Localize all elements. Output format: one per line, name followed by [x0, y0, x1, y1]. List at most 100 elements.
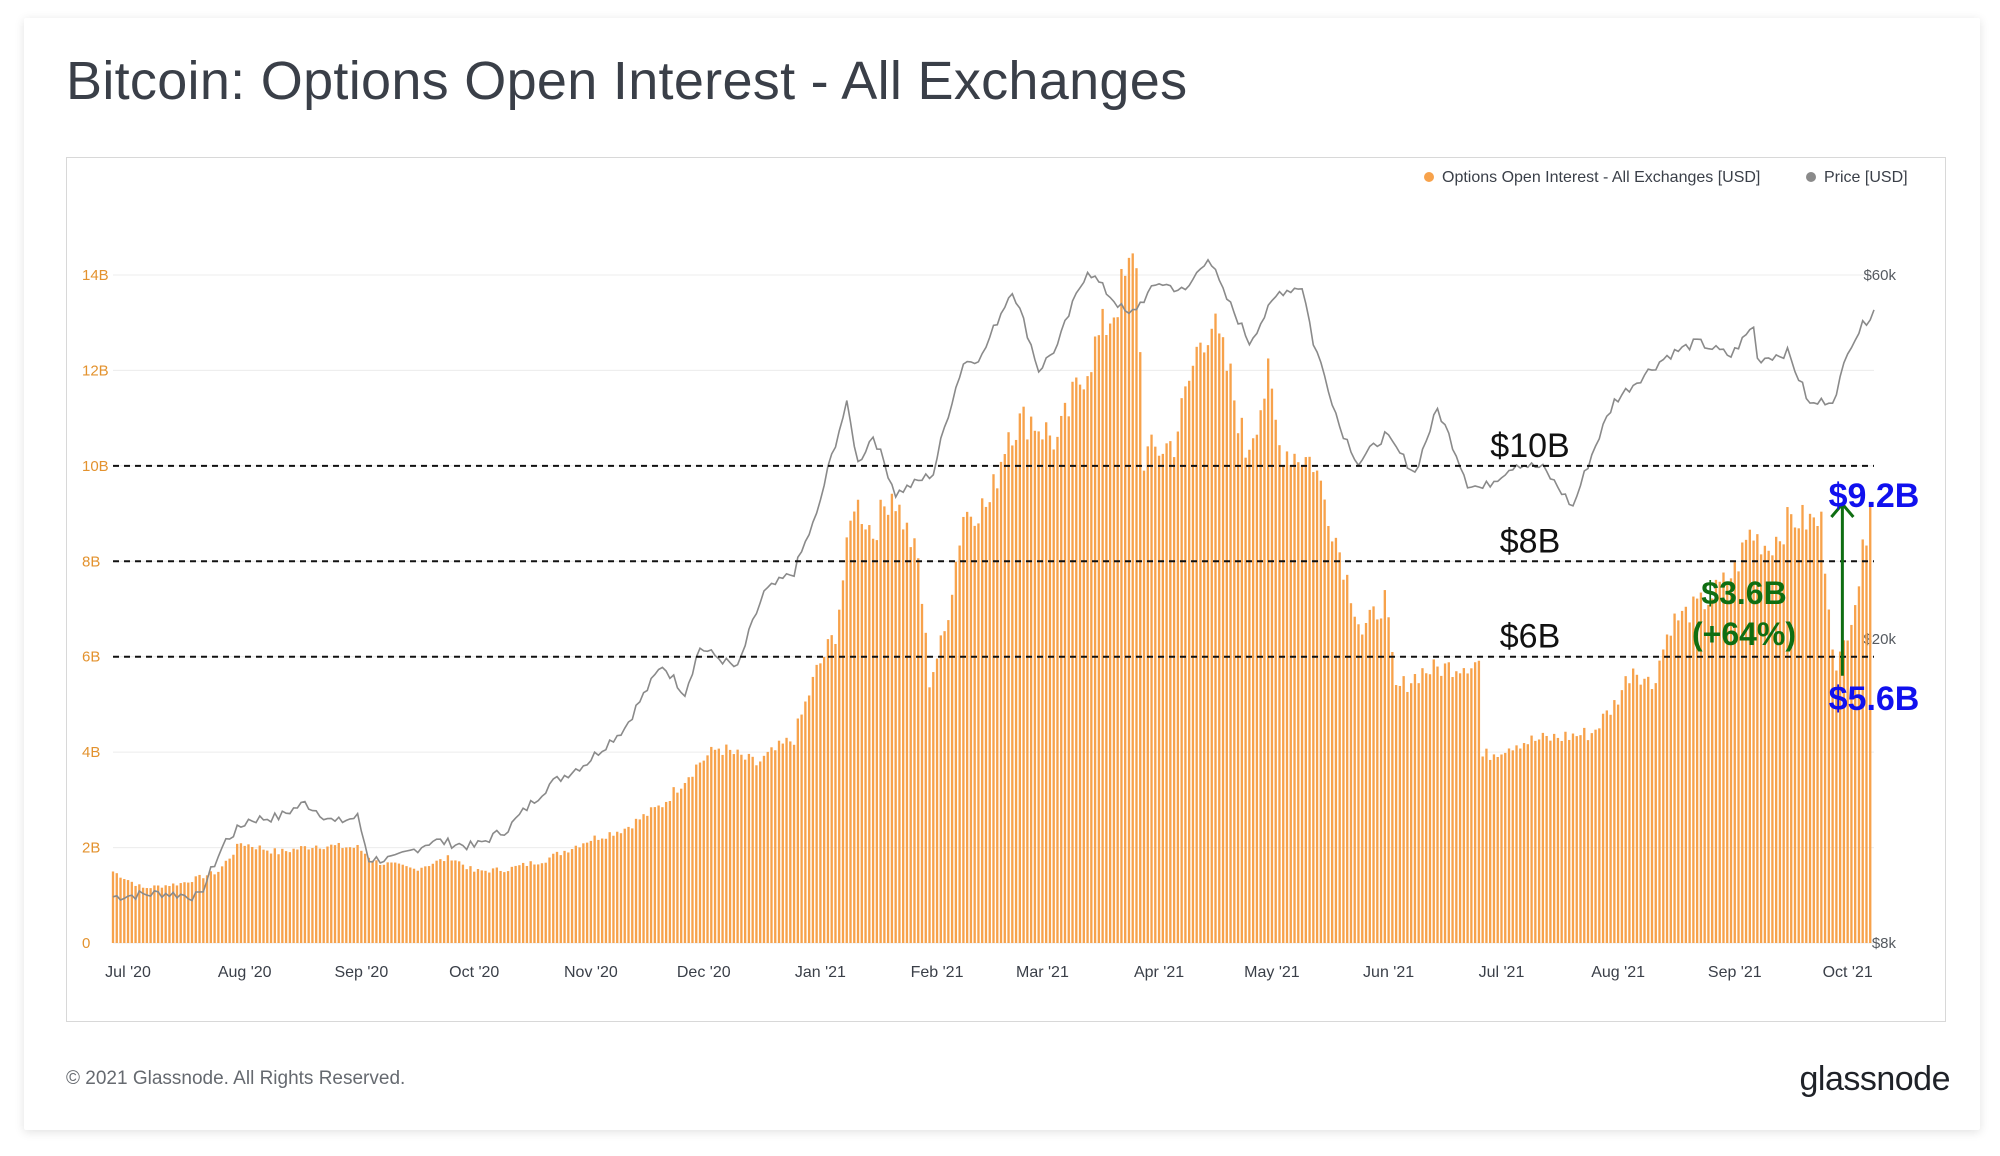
- oi-bar: [382, 864, 386, 943]
- oi-bar: [179, 883, 182, 943]
- oi-bar: [292, 848, 295, 943]
- oi-bar: [634, 818, 638, 943]
- oi-bar: [1116, 317, 1119, 943]
- oi-bar: [879, 499, 882, 943]
- oi-bar: [1041, 439, 1044, 943]
- oi-bar: [838, 609, 841, 943]
- oi-bar: [1157, 455, 1161, 943]
- x-tick-label: Apr '21: [1134, 964, 1184, 981]
- oi-bar: [1575, 736, 1578, 943]
- oi-bar: [1236, 433, 1240, 943]
- oi-bar: [525, 865, 529, 943]
- oi-bar: [1541, 732, 1545, 943]
- oi-bar: [698, 762, 702, 943]
- oi-bar: [886, 514, 890, 943]
- oi-bar: [1500, 754, 1503, 943]
- oi-bar: [367, 857, 371, 943]
- chart-title: Bitcoin: Options Open Interest - All Exc…: [66, 51, 1188, 111]
- oi-bar: [537, 864, 540, 943]
- oi-bar: [190, 882, 194, 943]
- peak-annotation: $9.2B: [1829, 477, 1920, 515]
- oi-bar: [1669, 635, 1672, 943]
- oi-bar: [585, 842, 589, 943]
- oi-bar: [1534, 740, 1537, 943]
- legend-dot-oi: [1424, 172, 1434, 182]
- oi-bar: [1364, 622, 1368, 943]
- oi-bar: [1063, 402, 1067, 943]
- oi-bar: [559, 855, 562, 943]
- oi-bar: [424, 866, 427, 943]
- y-right-tick-label: $8k: [1872, 935, 1897, 952]
- oi-bar: [1786, 507, 1789, 943]
- oi-bar: [849, 520, 852, 943]
- oi-bar: [427, 866, 431, 943]
- x-tick-label: Oct '20: [449, 964, 499, 981]
- oi-bar: [1139, 352, 1142, 943]
- oi-bar: [1071, 381, 1074, 944]
- oi-bar: [1402, 676, 1405, 943]
- oi-bar: [172, 883, 175, 943]
- oi-bar: [330, 844, 333, 943]
- oi-bar: [168, 886, 171, 943]
- oi-bar: [435, 860, 438, 943]
- oi-bar: [1274, 419, 1277, 943]
- oi-bar: [774, 750, 777, 943]
- oi-bar: [1037, 431, 1040, 943]
- oi-bar: [1346, 574, 1349, 943]
- oi-bar: [981, 498, 984, 943]
- oi-bar: [473, 871, 476, 943]
- oi-bar: [446, 855, 450, 943]
- oi-bar: [1564, 731, 1567, 943]
- oi-bar: [345, 847, 348, 943]
- oi-bar: [1169, 441, 1172, 943]
- oi-bar: [164, 885, 167, 943]
- oi-bar: [1718, 581, 1721, 943]
- oi-bar: [1771, 555, 1774, 943]
- oi-bar: [1801, 504, 1804, 943]
- reference-line-label: $6B: [1500, 618, 1561, 656]
- oi-bar: [1827, 609, 1831, 943]
- oi-bar: [1511, 750, 1514, 943]
- oi-bar: [905, 522, 909, 943]
- oi-bar: [1007, 432, 1010, 943]
- oi-bar: [149, 888, 152, 943]
- oi-bar: [1142, 470, 1146, 943]
- oi-bar: [1255, 434, 1259, 943]
- oi-bar: [495, 867, 498, 943]
- oi-bar: [856, 499, 860, 943]
- oi-bar: [202, 878, 205, 943]
- oi-bar: [1342, 579, 1345, 943]
- oi-bar: [503, 872, 506, 943]
- oi-bar: [1112, 317, 1116, 943]
- oi-bar: [864, 529, 867, 943]
- oi-bar: [1093, 336, 1097, 943]
- oi-bar: [958, 545, 961, 943]
- oi-bar: [935, 658, 939, 943]
- oi-bar: [1026, 439, 1029, 943]
- oi-bar: [1763, 545, 1767, 943]
- oi-bar: [939, 635, 942, 943]
- oi-bar: [830, 635, 833, 943]
- oi-bar: [1711, 598, 1714, 943]
- oi-bar: [420, 867, 423, 943]
- oi-bar: [1195, 346, 1198, 944]
- oi-bar: [510, 866, 514, 943]
- oi-bar: [1304, 457, 1307, 943]
- oi-bar: [642, 814, 645, 943]
- oi-bar: [612, 835, 615, 943]
- oi-bar: [1150, 434, 1153, 943]
- oi-bar: [1135, 268, 1138, 943]
- x-tick-label: Dec '20: [677, 964, 731, 981]
- oi-bar: [1436, 666, 1439, 943]
- oi-bar: [1191, 365, 1195, 943]
- x-tick-label: Aug '20: [218, 964, 272, 981]
- oi-bar: [409, 867, 412, 943]
- oi-bar: [1496, 756, 1499, 943]
- oi-bar: [1759, 554, 1763, 943]
- oi-bar: [1688, 622, 1691, 943]
- oi-bar: [969, 516, 973, 943]
- oi-bar: [683, 782, 687, 943]
- oi-bar: [984, 506, 988, 943]
- oi-bar: [356, 844, 359, 943]
- oi-bar: [1620, 690, 1624, 943]
